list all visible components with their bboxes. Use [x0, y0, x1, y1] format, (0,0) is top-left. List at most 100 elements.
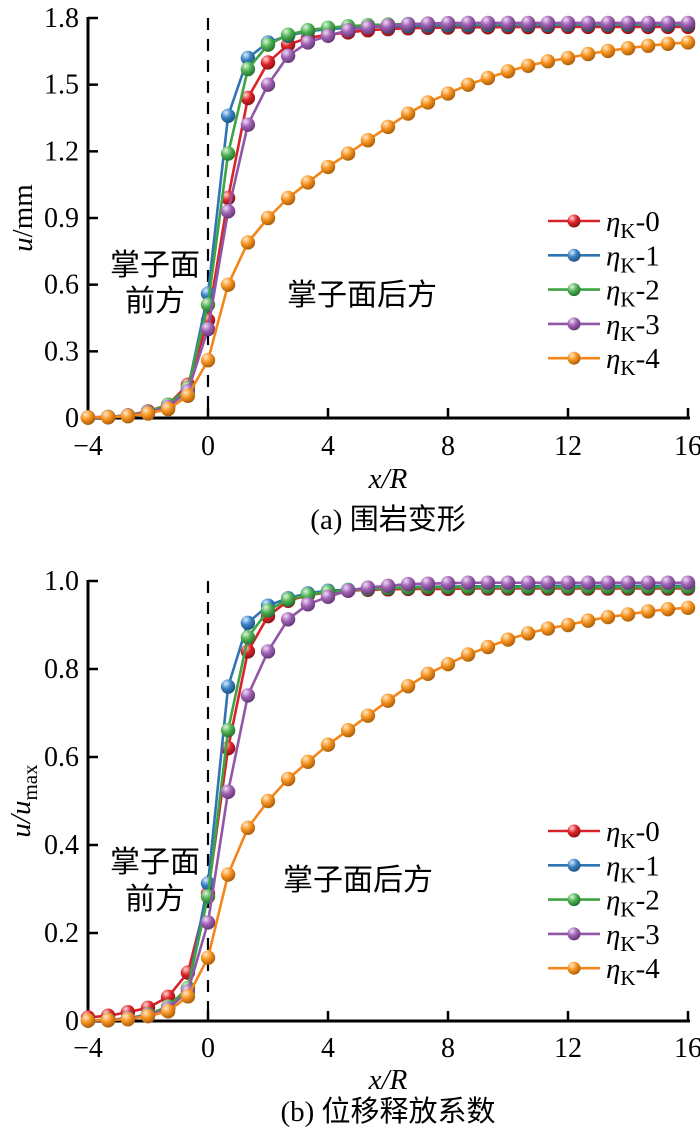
legend-marker [567, 248, 581, 262]
data-point-marker [540, 54, 556, 69]
data-point-marker [540, 15, 556, 31]
y-tick-label: 0.9 [44, 203, 79, 234]
y-tick-label: 0.6 [44, 270, 79, 301]
data-point-marker [460, 77, 476, 92]
x-axis: −4 0 4 8 12 16 [73, 1011, 700, 1064]
data-point-marker [260, 644, 276, 659]
y-axis: 0 0.3 0.6 0.9 1.2 1.5 1.8 [44, 3, 98, 434]
series-ηK-4 [80, 600, 696, 1028]
data-point-marker [240, 90, 256, 106]
y-axis: 0 0.2 0.4 0.6 0.8 1.0 [44, 566, 98, 1037]
data-point-marker [640, 604, 656, 619]
data-point-marker [420, 16, 436, 31]
data-point-marker [280, 48, 296, 63]
data-point-marker [520, 15, 536, 31]
legend-marker [567, 214, 581, 228]
data-point-marker [480, 70, 496, 86]
data-point-marker [500, 15, 516, 31]
data-point-marker [100, 1012, 116, 1028]
data-point-marker [120, 409, 136, 424]
data-point-marker [600, 43, 616, 59]
series-ηK-3 [80, 575, 696, 1028]
data-point-marker [360, 708, 376, 723]
legend-item-ηK-3: ηK-3 [548, 309, 660, 346]
annotation-text: 前方 [125, 883, 185, 916]
data-point-marker [340, 722, 356, 738]
data-point-marker [680, 600, 696, 616]
data-point-marker [660, 36, 676, 51]
y-axis-label: u/umax [5, 764, 42, 838]
y-tick-label: 1.8 [44, 3, 79, 34]
x-axis: −4 0 4 8 12 16 [73, 408, 700, 462]
data-point-marker [620, 575, 636, 590]
data-point-marker [520, 58, 536, 73]
x-tick-label: 0 [201, 431, 215, 462]
series-ηK-2 [80, 579, 696, 1028]
y-tick-label: 0.4 [44, 830, 79, 861]
data-point-marker [240, 688, 256, 703]
data-point-marker [520, 575, 536, 590]
legend-marker [567, 824, 581, 838]
axes-spines [86, 580, 690, 1023]
legend-item-ηK-1: ηK-1 [548, 240, 660, 277]
data-point-marker [660, 601, 676, 617]
data-point-marker [440, 86, 456, 101]
legend: ηK-0ηK-1ηK-2ηK-3ηK-4 [548, 816, 660, 990]
legend-item-ηK-3: ηK-3 [548, 919, 660, 956]
data-point-marker [440, 656, 456, 672]
data-point-marker [400, 678, 416, 694]
data-point-marker [400, 106, 416, 121]
data-point-marker [680, 15, 696, 31]
y-tick-label: 0.8 [44, 654, 79, 685]
annotation-behind-face: 掌子面后方 [283, 864, 433, 897]
data-point-marker [540, 621, 556, 636]
data-point-marker [200, 286, 216, 301]
data-point-marker [80, 1013, 96, 1028]
data-point-marker [600, 575, 616, 590]
data-point-marker [320, 28, 336, 43]
legend-marker [567, 858, 581, 872]
legend-label: ηK-4 [606, 953, 660, 990]
legend-item-ηK-1: ηK-1 [548, 850, 660, 887]
y-tick-label: 0 [65, 1006, 79, 1037]
chart-a-canvas: 00.30.60.91.21.51.8−4 0 4 8 12 16x/Ru/mm掌子面前方… [7, 3, 700, 495]
data-point-marker [440, 15, 456, 31]
data-point-marker [420, 666, 436, 682]
chart-b-canvas: 00.20.40.60.81.0−4 0 4 8 12 16x/Ru/umax掌子面前方掌… [5, 566, 700, 1096]
legend-label: ηK-2 [606, 885, 660, 922]
data-point-marker [660, 15, 676, 31]
legend-marker [567, 893, 581, 907]
data-point-marker [520, 626, 536, 641]
data-point-marker [260, 210, 276, 226]
data-point-marker [380, 119, 396, 135]
data-point-marker [620, 41, 636, 56]
chart-a-caption: (a) 围岩变形 [310, 504, 466, 536]
data-point-marker [200, 915, 216, 930]
data-point-marker [180, 989, 196, 1004]
legend-item-ηK-2: ηK-2 [548, 275, 660, 312]
data-point-marker [500, 632, 516, 647]
series-line [87, 585, 688, 1022]
data-point-marker [680, 35, 696, 50]
legend-label: ηK-4 [606, 343, 660, 380]
data-point-marker [260, 793, 276, 809]
data-point-marker [480, 15, 496, 31]
data-point-marker [300, 175, 316, 190]
annotation-text: 掌子面后方 [283, 864, 433, 897]
data-point-marker [160, 1004, 176, 1019]
data-point-marker [540, 575, 556, 590]
data-point-marker [360, 580, 376, 595]
data-point-marker [280, 27, 296, 42]
legend-marker [567, 351, 581, 365]
legend-marker [567, 283, 581, 297]
data-point-marker [220, 277, 236, 292]
data-point-marker [600, 609, 616, 625]
series-line [87, 584, 688, 1022]
data-point-marker [660, 575, 676, 590]
data-point-marker [240, 820, 256, 836]
data-point-marker [420, 576, 436, 591]
data-point-marker [300, 754, 316, 770]
y-tick-label: 1.2 [44, 136, 79, 167]
data-point-marker [260, 37, 276, 52]
data-point-marker [240, 235, 256, 250]
